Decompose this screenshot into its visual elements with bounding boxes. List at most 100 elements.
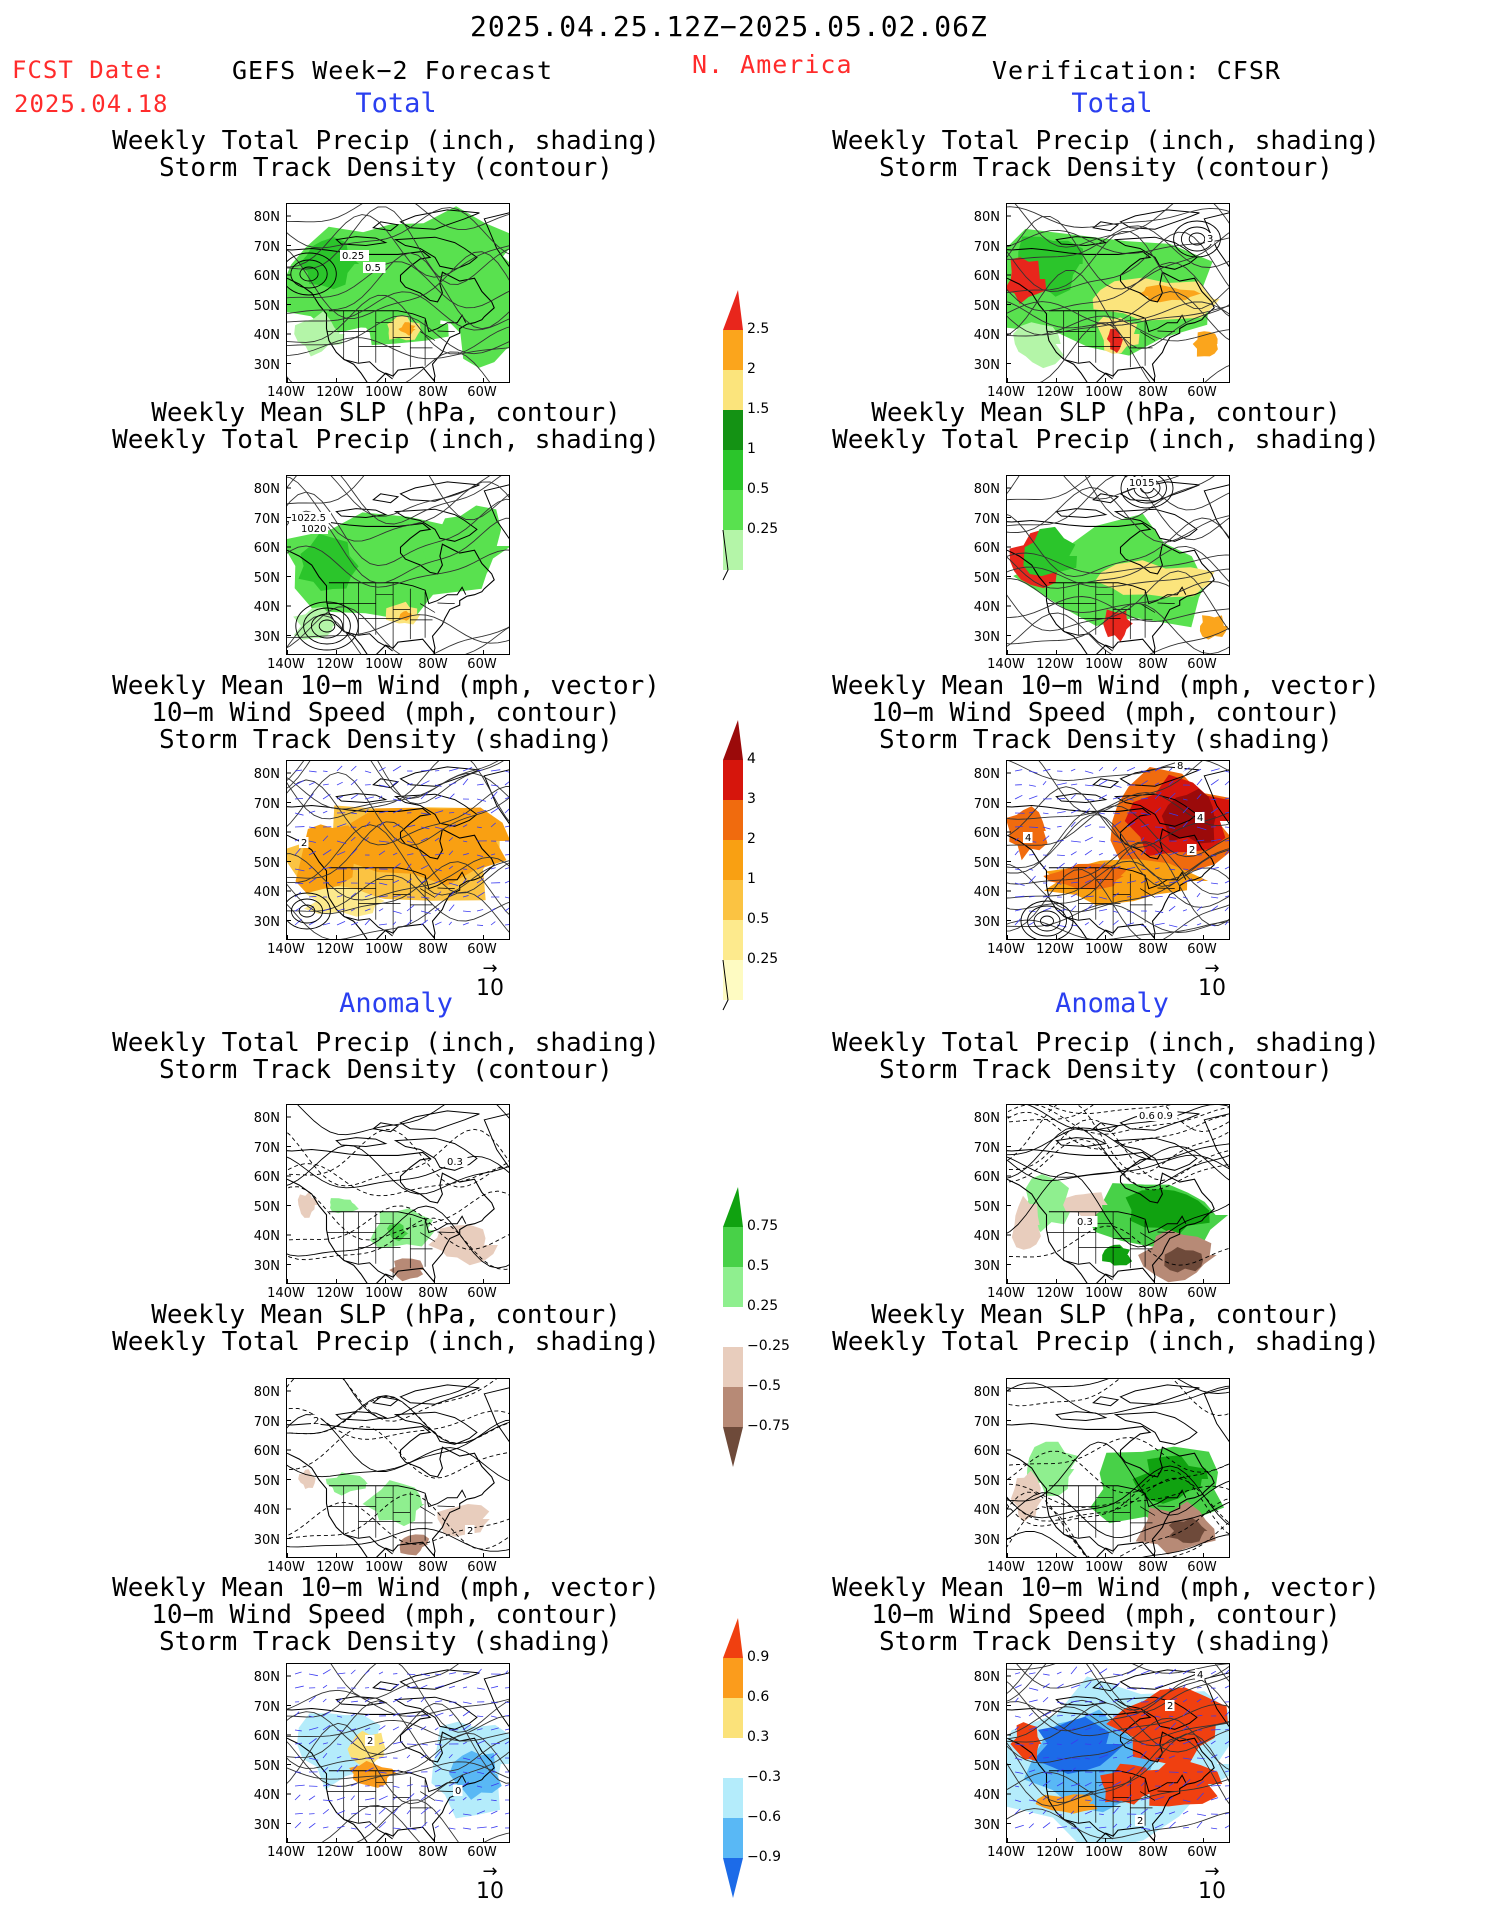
map-bl3-wind-track-lon-tick: 60W: [467, 1845, 497, 1860]
svg-text:4: 4: [1197, 813, 1203, 824]
map-br3-wind-track-lon-tick: 120W: [1036, 1845, 1074, 1860]
map-bl1-precip-track-lon-tick: 140W: [267, 1286, 305, 1301]
caption-br3-line-3: Storm Track Density (shading): [879, 1627, 1333, 1657]
caption-tr3-line-1: Weekly Mean 10−m Wind (mph, vector): [832, 671, 1380, 701]
map-tl2-slp-precip-lat-tick: 30N: [253, 629, 280, 645]
map-tr2-slp-precip-lon-tick: 120W: [1036, 657, 1074, 672]
map-bl1-precip-track: 0.3: [286, 1104, 510, 1284]
map-tr2-slp-precip-lat-tick: 40N: [973, 600, 1000, 615]
caption-tr3-line-3: Storm Track Density (shading): [879, 725, 1333, 755]
svg-text:0.3: 0.3: [447, 1157, 463, 1168]
map-bl2-slp-precip-lon-tick: 100W: [365, 1560, 403, 1575]
svg-text:8: 8: [1177, 761, 1183, 772]
svg-text:0.25: 0.25: [342, 251, 364, 262]
colorbar-precip-anom-level: 0.5: [747, 1258, 770, 1274]
map-tr3-wind-track: 4 4 2 8: [1006, 760, 1230, 940]
caption-tr1-line-1: Weekly Total Precip (inch, shading): [832, 126, 1380, 156]
map-tl1-precip-track-lon-tick: 140W: [267, 385, 305, 400]
caption-bl2-line-2: Weekly Total Precip (inch, shading): [112, 1327, 660, 1357]
svg-text:1022.5: 1022.5: [291, 513, 326, 524]
colorbar-track-total-level: 2: [747, 831, 756, 847]
map-tl1-precip-track-lon-tick: 60W: [467, 385, 497, 400]
map-tl1-precip-track-lat-tick: 70N: [253, 239, 280, 255]
section-anomaly-left: Anomaly: [339, 988, 453, 1019]
map-tr3-wind-track-lat-tick: 70N: [973, 796, 1000, 812]
vector-reference-label: 10: [1198, 1879, 1226, 1904]
map-tr1-precip-track-lat-tick: 40N: [973, 328, 1000, 343]
section-total-left: Total: [355, 88, 437, 119]
map-tr3-wind-track-lat-tick: 80N: [973, 767, 1000, 782]
colorbar-track-anom-level: 0.9: [747, 1649, 770, 1665]
map-tl2-slp-precip-lat-tick: 80N: [253, 482, 280, 497]
map-tl3-wind-track: 2: [286, 760, 510, 940]
map-bl2-slp-precip-lon-tick: 140W: [267, 1560, 305, 1575]
map-tl2-slp-precip-lon-tick: 120W: [316, 657, 354, 672]
map-tr3-wind-track-lon-tick: 60W: [1187, 942, 1217, 957]
caption-br2-line-2: Weekly Total Precip (inch, shading): [832, 1327, 1380, 1357]
map-br1-precip-track: 0.6 0.9 0.3: [1006, 1104, 1230, 1284]
map-br1-precip-track-lat-tick: 70N: [973, 1140, 1000, 1156]
map-bl1-precip-track-lon-tick: 80W: [418, 1286, 448, 1301]
map-tl2-slp-precip-lon-tick: 60W: [467, 657, 497, 672]
map-tr1-precip-track-lat-tick: 70N: [973, 239, 1000, 255]
map-tr2-slp-precip: 1015: [1006, 475, 1230, 655]
map-tr3-wind-track-lon-tick: 120W: [1036, 942, 1074, 957]
svg-text:2: 2: [301, 838, 307, 849]
colorbar-precip-total-level: 0.5: [747, 481, 770, 497]
map-tr1-precip-track-lon-tick: 100W: [1085, 385, 1123, 400]
caption-tr2-line-2: Weekly Total Precip (inch, shading): [832, 425, 1380, 455]
map-bl1-precip-track-lat-tick: 50N: [253, 1199, 280, 1215]
vector-reference-label: 10: [476, 1879, 504, 1904]
map-bl3-wind-track-lat-tick: 30N: [253, 1817, 280, 1833]
map-tr2-slp-precip-lon-tick: 100W: [1085, 657, 1123, 672]
map-tl2-slp-precip-lon-tick: 80W: [418, 657, 448, 672]
map-tl1-precip-track-lat-tick: 40N: [253, 328, 280, 343]
map-tl1-precip-track-lon-tick: 80W: [418, 385, 448, 400]
map-br3-wind-track-lat-tick: 70N: [973, 1699, 1000, 1715]
vector-reference-label: 10: [1198, 976, 1226, 1001]
colorbar-precip-anom-level: 0.75: [747, 1218, 779, 1234]
map-br3-wind-track-lon-tick: 60W: [1187, 1845, 1217, 1860]
map-tr2-slp-precip-lon-tick: 140W: [987, 657, 1025, 672]
map-bl2-slp-precip-lon-tick: 60W: [467, 1560, 497, 1575]
section-anomaly-right: Anomaly: [1055, 988, 1169, 1019]
map-tl1-precip-track: 0.25 0.5: [286, 203, 510, 383]
caption-br1-line-1: Weekly Total Precip (inch, shading): [832, 1028, 1380, 1058]
caption-tl3-line-3: Storm Track Density (shading): [159, 725, 613, 755]
map-bl3-wind-track-lon-tick: 120W: [316, 1845, 354, 1860]
colorbar-precip-total-level: 0.25: [747, 521, 779, 537]
section-total-right: Total: [1071, 88, 1153, 119]
map-bl1-precip-track-lat-tick: 70N: [253, 1140, 280, 1156]
svg-text:3: 3: [1207, 234, 1213, 245]
map-bl3-wind-track-lat-tick: 80N: [253, 1670, 280, 1685]
colorbar-track-total-level: 0.25: [747, 951, 779, 967]
map-tl3-wind-track-lat-tick: 80N: [253, 767, 280, 782]
map-br2-slp-precip-lat-tick: 40N: [973, 1503, 1000, 1518]
fcst-date-value: 2025.04.18: [14, 90, 169, 118]
map-bl3-wind-track-lat-tick: 40N: [253, 1788, 280, 1803]
vector-reference-label: 10: [476, 976, 504, 1001]
map-br2-slp-precip-lon-tick: 100W: [1085, 1560, 1123, 1575]
map-bl3-wind-track-lon-tick: 140W: [267, 1845, 305, 1860]
map-tl2-slp-precip-lon-tick: 140W: [267, 657, 305, 672]
map-tr2-slp-precip-lon-tick: 60W: [1187, 657, 1217, 672]
map-tl3-wind-track-lat-tick: 60N: [253, 826, 280, 841]
colorbar-precip-total-level: 1: [747, 441, 756, 457]
map-bl2-slp-precip-lon-tick: 80W: [418, 1560, 448, 1575]
region-label: N. America: [692, 50, 853, 79]
map-br3-wind-track-lon-tick: 100W: [1085, 1845, 1123, 1860]
map-tr1-precip-track: 3: [1006, 203, 1230, 383]
map-tr1-precip-track-lat-tick: 60N: [973, 269, 1000, 284]
colorbar-precip-total-level: 1.5: [747, 401, 770, 417]
caption-tl3-line-1: Weekly Mean 10−m Wind (mph, vector): [112, 671, 660, 701]
map-bl1-precip-track-lon-tick: 120W: [316, 1286, 354, 1301]
map-br2-slp-precip-lat-tick: 80N: [973, 1385, 1000, 1400]
colorbar-precip-anom-level: −0.75: [747, 1418, 790, 1434]
caption-bl3-line-1: Weekly Mean 10−m Wind (mph, vector): [112, 1573, 660, 1603]
map-bl3-wind-track-lat-tick: 50N: [253, 1758, 280, 1774]
map-tl1-precip-track-lon-tick: 120W: [316, 385, 354, 400]
map-bl2-slp-precip-lon-tick: 120W: [316, 1560, 354, 1575]
map-tl3-wind-track-lon-tick: 140W: [267, 942, 305, 957]
colorbar-track-total-level: 4: [747, 751, 756, 767]
map-bl1-precip-track-lat-tick: 80N: [253, 1111, 280, 1126]
